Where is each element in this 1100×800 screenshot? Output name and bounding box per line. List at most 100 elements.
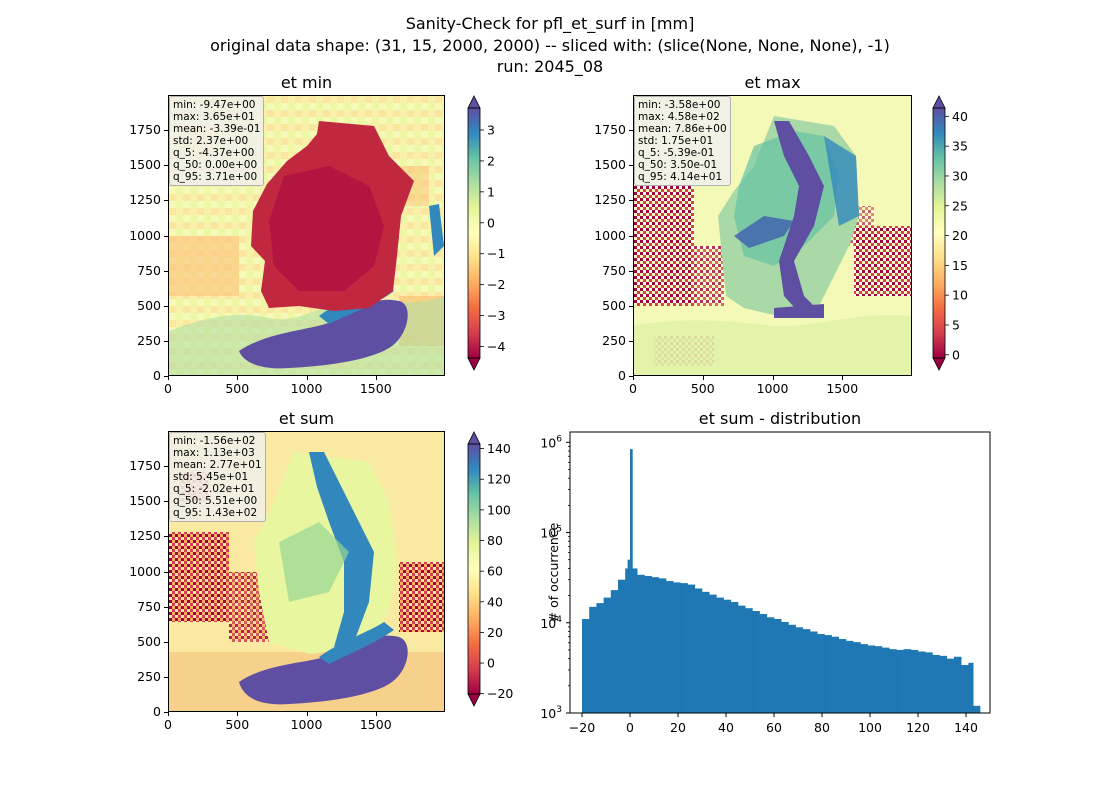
x-tick-label: 500 bbox=[225, 717, 250, 732]
y-tick-mark bbox=[164, 376, 168, 377]
histogram-bar bbox=[627, 559, 631, 713]
histogram-bar bbox=[824, 635, 832, 713]
y-tick-mark bbox=[629, 200, 633, 202]
histogram-bar bbox=[723, 599, 732, 713]
histogram-bar bbox=[846, 640, 854, 713]
histogram-frame bbox=[569, 431, 991, 714]
y-tick-label: 1250 bbox=[594, 192, 626, 208]
y-tick-label: 1250 bbox=[129, 528, 161, 544]
stats-box-et-sum: min: -1.56e+02 max: 1.13e+03 mean: 2.77e… bbox=[169, 432, 266, 522]
colorbar-tick-label: 10 bbox=[952, 288, 968, 303]
histogram-bar bbox=[745, 608, 753, 713]
panel-title-et-min: et min bbox=[280, 73, 333, 92]
y-tick-label: 0 bbox=[153, 368, 161, 383]
y-tick-mark bbox=[164, 235, 168, 237]
hist-x-tick-label: 20 bbox=[670, 720, 686, 735]
stat-line: mean: -3.39e-01 bbox=[173, 123, 261, 135]
stat-line: max: 1.13e+03 bbox=[173, 447, 255, 459]
y-tick-label: 1500 bbox=[129, 157, 161, 173]
histogram-bar bbox=[666, 581, 674, 713]
x-tick-label: 1000 bbox=[290, 381, 323, 396]
colorbar-extend-top bbox=[932, 95, 946, 109]
x-tick-mark bbox=[633, 376, 634, 380]
stat-line: q_50: 0.00e+00 bbox=[173, 159, 258, 171]
map-panel-et-max: min: -3.58e+00 max: 4.58e+02 mean: 7.86e… bbox=[633, 95, 912, 376]
y-tick-label: 0 bbox=[153, 704, 161, 719]
colorbar-tick-label: 1 bbox=[487, 184, 495, 199]
x-tick-label: 0 bbox=[164, 381, 172, 396]
x-tick-mark bbox=[375, 376, 377, 380]
colorbar-extend-top bbox=[467, 431, 481, 445]
map-panel-et-sum: min: -1.56e+02 max: 1.13e+03 mean: 2.77e… bbox=[168, 431, 445, 712]
histogram-bar bbox=[603, 597, 612, 713]
stat-line: q_5: -5.39e-01 bbox=[638, 147, 715, 159]
colorbar-tick-label: 0 bbox=[952, 347, 960, 362]
hist-x-tick-label: 60 bbox=[766, 720, 782, 735]
histogram-bar bbox=[810, 631, 818, 713]
hist-x-tick-label: 80 bbox=[814, 720, 830, 735]
stat-line: max: 3.65e+01 bbox=[173, 111, 255, 123]
histogram-bar bbox=[910, 649, 919, 713]
stat-line: min: -1.56e+02 bbox=[173, 435, 256, 447]
stat-line: q_95: 3.71e+00 bbox=[173, 171, 258, 183]
hist-x-tick-label: 140 bbox=[954, 720, 978, 735]
y-tick-mark bbox=[164, 340, 168, 342]
y-tick-label: 1500 bbox=[594, 157, 626, 173]
hist-x-tick-label: 100 bbox=[858, 720, 882, 735]
colorbar-tick-label: −20 bbox=[487, 686, 513, 701]
histogram-bar bbox=[673, 582, 681, 713]
histogram-bar bbox=[939, 655, 948, 713]
colorbar-extend-bottom bbox=[467, 693, 481, 707]
histogram-bar bbox=[632, 568, 638, 713]
x-tick-label: 500 bbox=[690, 381, 715, 396]
colorbar-tick-label: 30 bbox=[952, 168, 968, 183]
histogram-bar bbox=[644, 575, 652, 713]
hist-y-tick-label: 106 bbox=[540, 434, 562, 450]
y-tick-label: 1750 bbox=[129, 458, 161, 474]
stats-box-et-min: min: -9.47e+00 max: 3.65e+01 mean: -3.39… bbox=[169, 96, 265, 186]
y-tick-mark bbox=[164, 466, 168, 468]
stat-line: min: -3.58e+00 bbox=[638, 99, 721, 111]
colorbar-tick-label: 40 bbox=[952, 109, 968, 124]
x-tick-label: 0 bbox=[164, 717, 172, 732]
stat-line: max: 4.58e+02 bbox=[638, 111, 720, 123]
panel-title-et-max: et max bbox=[744, 73, 801, 92]
y-tick-mark bbox=[164, 571, 168, 573]
y-tick-label: 1000 bbox=[594, 227, 626, 243]
colorbar-tick-label: −4 bbox=[487, 339, 505, 354]
y-tick-label: 750 bbox=[602, 262, 626, 278]
stat-line: mean: 7.86e+00 bbox=[638, 123, 727, 135]
histogram-bar bbox=[730, 601, 739, 713]
y-tick-mark bbox=[164, 501, 168, 503]
colorbar-tick-label: 20 bbox=[487, 625, 503, 640]
x-tick-mark bbox=[842, 376, 844, 380]
colorbar-tick-label: −1 bbox=[487, 246, 505, 261]
histogram-bar bbox=[630, 449, 633, 713]
figure-title-line-1: Sanity-Check for pfl_et_surf in [mm] bbox=[405, 14, 695, 33]
histogram-bar bbox=[795, 627, 804, 713]
y-tick-mark bbox=[164, 536, 168, 538]
histogram-et-sum: −20 0 20 40 60 80 100 120 140 103 104 105 106 # of oc… bbox=[540, 431, 991, 735]
hist-x-tick-label: 120 bbox=[906, 720, 930, 735]
x-tick-label: 1500 bbox=[826, 381, 859, 396]
x-tick-mark bbox=[306, 712, 308, 716]
y-tick-mark bbox=[164, 270, 168, 272]
y-tick-mark bbox=[164, 130, 168, 132]
hist-y-axis-label: # of occurrence bbox=[546, 522, 561, 622]
x-tick-mark bbox=[237, 712, 239, 716]
map-et-min bbox=[169, 96, 444, 375]
histogram-bar bbox=[752, 610, 760, 713]
histogram-bar bbox=[831, 636, 840, 713]
x-tick-label: 1500 bbox=[359, 717, 392, 732]
histogram-bar bbox=[766, 617, 775, 713]
colorbar-et-max: 0 5 10 15 20 25 30 35 40 bbox=[932, 95, 968, 371]
histogram-bar bbox=[694, 588, 703, 713]
histogram-bar bbox=[973, 705, 981, 713]
y-tick-label: 1750 bbox=[594, 122, 626, 138]
y-tick-mark bbox=[164, 165, 168, 167]
colorbar-tick-label: −2 bbox=[487, 277, 505, 292]
x-tick-label: 500 bbox=[225, 381, 250, 396]
y-tick-mark bbox=[629, 376, 633, 377]
hist-y-tick-label: 105 bbox=[540, 525, 562, 541]
x-tick-label: 1000 bbox=[290, 717, 323, 732]
